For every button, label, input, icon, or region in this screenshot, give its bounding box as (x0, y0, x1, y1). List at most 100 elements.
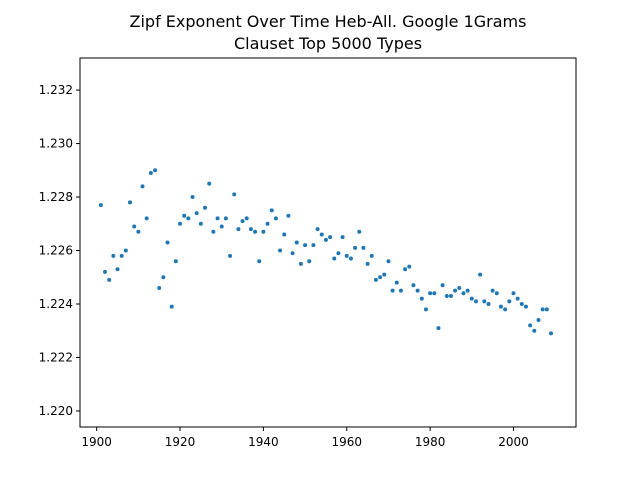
data-point (219, 224, 224, 229)
data-point (223, 216, 228, 221)
data-point (248, 227, 253, 232)
data-point (378, 275, 383, 280)
x-axis: 1900 1920 1940 1960 1980 2000 (81, 427, 529, 449)
data-point (373, 277, 378, 282)
data-point (419, 296, 424, 301)
data-point (361, 245, 366, 250)
data-point (473, 299, 478, 304)
data-point (332, 256, 337, 261)
data-point (432, 291, 437, 296)
data-point (382, 272, 387, 277)
data-point (461, 291, 466, 296)
y-tick-label: 1.222 (39, 350, 73, 364)
data-point (407, 264, 412, 269)
data-point (298, 261, 303, 266)
data-point (532, 328, 537, 333)
data-point (161, 275, 166, 280)
data-point (178, 221, 183, 226)
data-point (123, 248, 128, 253)
data-point (294, 240, 299, 245)
data-point (153, 168, 158, 173)
data-point (128, 200, 133, 205)
data-point (98, 203, 103, 208)
data-point (103, 269, 108, 274)
data-point (511, 291, 516, 296)
data-point (398, 288, 403, 293)
data-point (228, 253, 233, 258)
data-point (403, 267, 408, 272)
data-point (198, 221, 203, 226)
data-point (494, 291, 499, 296)
data-point (140, 184, 145, 189)
x-tick-label: 1960 (331, 435, 362, 449)
data-point (328, 235, 333, 240)
data-point (119, 253, 124, 258)
data-point (290, 251, 295, 256)
x-tick-label: 1900 (81, 435, 112, 449)
data-point (215, 216, 220, 221)
data-point (365, 261, 370, 266)
data-point (469, 296, 474, 301)
data-point (261, 229, 266, 234)
data-point (386, 259, 391, 264)
data-point (244, 216, 249, 221)
data-point (344, 253, 349, 258)
y-tick-label: 1.232 (39, 83, 73, 97)
data-point (132, 224, 137, 229)
data-point (111, 253, 116, 258)
data-point (448, 293, 453, 298)
data-point (253, 229, 258, 234)
data-point (528, 323, 533, 328)
data-point (548, 331, 553, 336)
data-point (478, 272, 483, 277)
data-point (503, 307, 508, 312)
data-point (544, 307, 549, 312)
data-point (490, 288, 495, 293)
data-point (315, 227, 320, 232)
data-point (444, 293, 449, 298)
data-point (211, 229, 216, 234)
data-point (515, 296, 520, 301)
data-point (107, 277, 112, 282)
data-point (207, 181, 212, 186)
data-point (323, 237, 328, 242)
data-point (390, 288, 395, 293)
data-point (353, 245, 358, 250)
data-point (369, 253, 374, 258)
plot-frame (79, 57, 577, 428)
y-tick-label: 1.220 (39, 404, 73, 418)
data-point (486, 302, 491, 306)
data-point (257, 259, 262, 264)
data-point (465, 288, 470, 293)
data-point (148, 170, 153, 175)
data-point (507, 299, 512, 304)
data-point (415, 288, 420, 293)
chart-title: Zipf Exponent Over Time Heb-All. Google … (130, 12, 527, 31)
y-tick-label: 1.226 (39, 244, 73, 258)
x-tick-label: 1940 (248, 435, 279, 449)
data-point (194, 211, 199, 216)
data-point (336, 251, 341, 256)
data-point (319, 232, 324, 237)
data-point (307, 259, 312, 264)
data-point (482, 299, 487, 304)
chart-subtitle: Clauset Top 5000 Types (234, 34, 422, 53)
data-point (423, 307, 428, 312)
data-point (265, 221, 270, 226)
data-point (311, 243, 316, 248)
data-point (169, 304, 174, 309)
data-point (144, 216, 149, 221)
data-point (157, 285, 162, 290)
data-point (282, 232, 287, 237)
data-point (236, 227, 241, 232)
data-point (278, 248, 283, 253)
data-point (173, 259, 178, 264)
data-point (457, 285, 462, 290)
data-point (203, 205, 208, 210)
data-point (232, 192, 237, 197)
x-tick-label: 2000 (498, 435, 529, 449)
data-point (115, 267, 120, 272)
data-point (340, 235, 345, 240)
data-point (428, 291, 433, 296)
